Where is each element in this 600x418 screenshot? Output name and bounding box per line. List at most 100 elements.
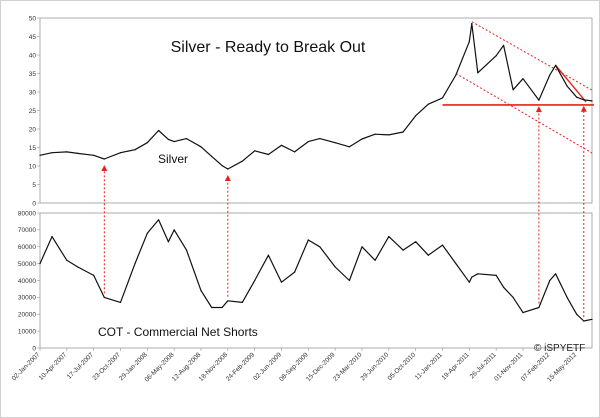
silver-data-point xyxy=(334,142,336,144)
silver-data-point xyxy=(503,44,505,47)
cot-y-tick-label: 30000 xyxy=(18,295,36,302)
silver-data-point xyxy=(158,129,160,132)
cot-data-point xyxy=(427,254,429,256)
silver-data-point xyxy=(146,142,148,144)
signal-arrowhead xyxy=(101,164,108,171)
silver-data-point xyxy=(455,74,457,76)
cot-data-point xyxy=(227,300,229,302)
cot-data-point xyxy=(267,254,269,256)
silver-data-point xyxy=(211,155,213,157)
cot-series-label: COT - Commercial Net Shorts xyxy=(98,325,258,339)
silver-data-point xyxy=(241,160,243,162)
cot-data-point xyxy=(146,232,148,234)
cot-data-point xyxy=(549,279,551,282)
cot-data-point xyxy=(39,263,41,265)
cot-data-point xyxy=(576,313,578,315)
silver-y-tick-label: 15 xyxy=(29,145,37,152)
cot-data-point xyxy=(415,241,417,243)
cot-data-point xyxy=(334,266,336,268)
silver-data-point xyxy=(93,154,95,156)
silver-data-point xyxy=(583,99,585,101)
silver-data-point xyxy=(576,96,578,98)
cot-data-point xyxy=(280,281,283,283)
cot-data-point xyxy=(583,320,585,322)
silver-data-point xyxy=(134,149,136,151)
silver-data-point xyxy=(51,152,53,154)
silver-data-point xyxy=(495,55,497,57)
silver-data-point xyxy=(348,146,350,148)
silver-data-point xyxy=(512,89,514,91)
silver-data-point xyxy=(441,97,444,99)
cot-data-point xyxy=(348,279,350,282)
silver-data-point xyxy=(566,85,568,87)
silver-data-point xyxy=(361,138,363,140)
cot-data-point xyxy=(185,249,188,251)
chart-title: Silver - Ready to Break Out xyxy=(171,39,366,56)
silver-y-tick-label: 20 xyxy=(29,126,37,133)
silver-data-point xyxy=(471,23,473,25)
cot-data-point xyxy=(254,279,256,282)
cot-data-point xyxy=(134,263,136,265)
silver-price-line xyxy=(39,23,593,170)
silver-data-point xyxy=(427,103,429,105)
silver-data-point xyxy=(66,151,68,153)
cot-data-point xyxy=(522,312,524,314)
cot-data-point xyxy=(294,271,296,273)
silver-data-point xyxy=(77,152,79,154)
cot-y-tick-label: 50000 xyxy=(18,261,36,268)
silver-data-point xyxy=(221,165,223,167)
silver-data-point xyxy=(549,74,551,76)
cot-data-point xyxy=(66,259,68,261)
cot-data-point xyxy=(200,290,202,292)
cot-data-point xyxy=(503,286,505,288)
silver-y-tick-label: 30 xyxy=(29,89,37,96)
silver-series-label: Silver xyxy=(158,152,188,166)
signal-arrowhead xyxy=(580,105,587,112)
cot-data-point xyxy=(441,244,444,246)
cot-data-point xyxy=(119,301,122,303)
silver-y-tick-label: 0 xyxy=(32,200,36,207)
silver-data-point xyxy=(468,41,470,43)
cot-data-point xyxy=(402,249,404,251)
silver-data-point xyxy=(254,150,256,152)
cot-data-point xyxy=(361,246,363,248)
silver-data-point xyxy=(402,131,404,133)
silver-data-point xyxy=(103,158,105,160)
silver-data-point xyxy=(39,154,41,156)
silver-y-tick-label: 10 xyxy=(29,163,37,170)
silver-data-point xyxy=(280,144,283,146)
silver-y-tick-label: 45 xyxy=(29,34,37,41)
silver-data-point xyxy=(477,72,479,74)
signal-arrowhead xyxy=(224,174,231,181)
cot-data-point xyxy=(167,241,169,243)
silver-y-tick-label: 5 xyxy=(32,182,36,189)
silver-y-tick-label: 40 xyxy=(29,52,37,59)
cot-net-shorts-line xyxy=(39,219,593,322)
cot-y-tick-label: 20000 xyxy=(18,312,36,319)
cot-data-point xyxy=(566,296,568,298)
cot-data-point xyxy=(158,219,160,221)
silver-data-point xyxy=(307,141,309,143)
credit-text: © iSPYETF xyxy=(534,343,585,354)
cot-data-point xyxy=(591,318,593,320)
cot-data-point xyxy=(374,259,376,261)
silver-data-point xyxy=(200,146,202,148)
cot-y-tick-label: 40000 xyxy=(18,278,36,285)
silver-data-point xyxy=(185,138,188,140)
silver-y-tick-label: 25 xyxy=(29,108,37,115)
silver-data-point xyxy=(294,151,296,153)
cot-data-point xyxy=(319,246,321,248)
cot-data-point xyxy=(512,296,514,298)
silver-data-point xyxy=(167,138,169,140)
cot-data-point xyxy=(538,306,540,309)
cot-y-tick-label: 70000 xyxy=(18,227,36,234)
cot-y-tick-label: 10000 xyxy=(18,328,36,335)
silver-y-tick-label: 50 xyxy=(29,15,37,22)
cot-data-point xyxy=(468,281,470,283)
silver-data-point xyxy=(319,138,321,140)
cot-data-point xyxy=(51,236,53,238)
silver-y-tick-label: 35 xyxy=(29,71,37,78)
silver-data-point xyxy=(173,141,175,143)
cot-data-point xyxy=(307,239,309,241)
